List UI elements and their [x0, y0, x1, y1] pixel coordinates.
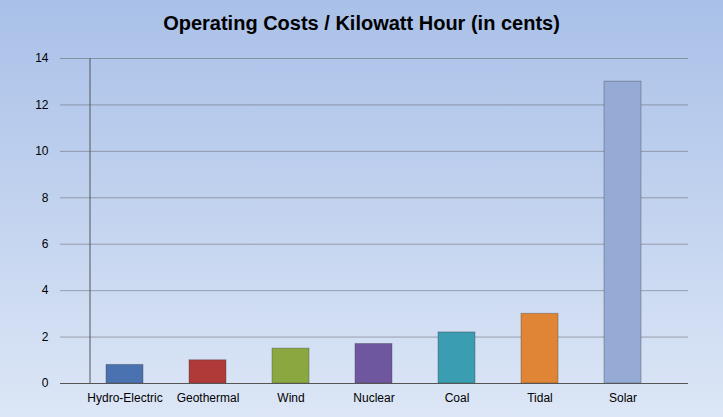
svg-text:8: 8: [42, 191, 49, 205]
svg-text:Tidal: Tidal: [527, 391, 553, 405]
svg-text:Wind: Wind: [277, 391, 304, 405]
svg-text:0: 0: [42, 376, 49, 390]
svg-text:Coal: Coal: [445, 391, 470, 405]
html-text:Operating Costs / Kilowatt Hou: Operating Costs / Kilowatt Hour (in cent…: [163, 12, 560, 34]
svg-text:12: 12: [35, 98, 49, 112]
svg-text:Geothermal: Geothermal: [177, 391, 240, 405]
svg-text:6: 6: [42, 237, 49, 251]
svg-text:Nuclear: Nuclear: [353, 391, 394, 405]
svg-text:10: 10: [35, 144, 49, 158]
svg-text:Hydro-Electric: Hydro-Electric: [87, 391, 162, 405]
svg-text:14: 14: [35, 51, 49, 65]
svg-text:4: 4: [42, 283, 49, 297]
svg-text:2: 2: [42, 330, 49, 344]
svg-text:Solar: Solar: [609, 391, 637, 405]
